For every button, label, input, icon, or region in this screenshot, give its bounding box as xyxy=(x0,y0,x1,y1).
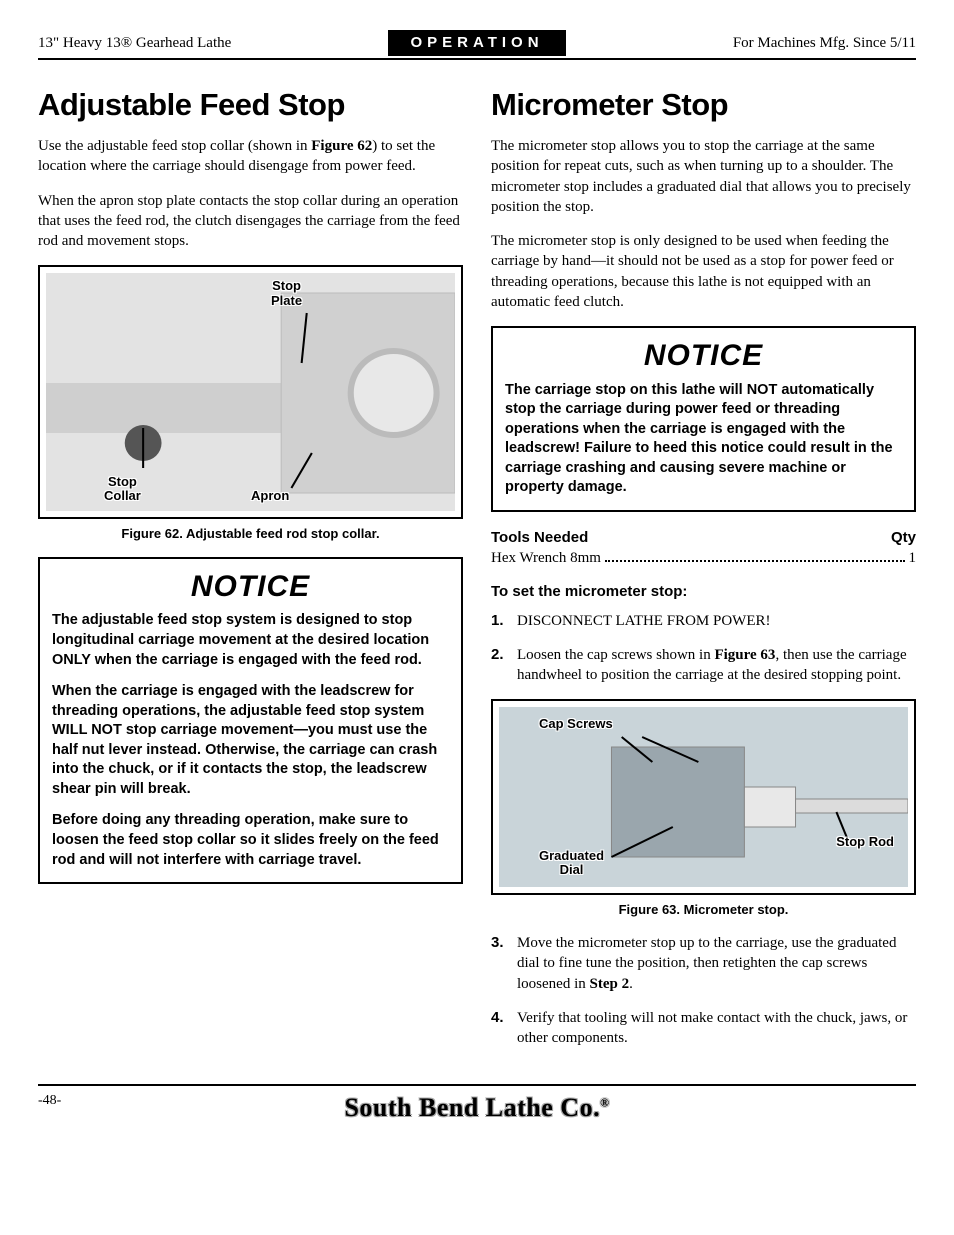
figure-62-image: StopPlate StopCollar Apron xyxy=(46,273,455,511)
tool-line-1: Hex Wrench 8mm 1 xyxy=(491,548,916,568)
callout-stop-plate: StopPlate xyxy=(271,279,302,308)
tools-qty-label: Qty xyxy=(891,528,916,548)
ms-notice-box: NOTICE The carriage stop on this lathe w… xyxy=(491,326,916,512)
step-2: 2. Loosen the cap screws shown in Figure… xyxy=(491,645,916,686)
step-4-text: Verify that tooling will not make contac… xyxy=(517,1008,916,1049)
step-1-num: 1. xyxy=(491,611,517,631)
procedure-heading: To set the micrometer stop: xyxy=(491,582,916,602)
ms-notice-title: NOTICE xyxy=(505,336,902,377)
afs-paragraph-2: When the apron stop plate contacts the s… xyxy=(38,191,463,252)
figure-63-box: Cap Screws GraduatedDial Stop Rod xyxy=(491,699,916,895)
afs-notice-p1: The adjustable feed stop system is desig… xyxy=(52,611,449,670)
micrometer-stop-title: Micrometer Stop xyxy=(491,84,916,126)
header-section-label: OPERATION xyxy=(388,30,565,56)
tool-dots xyxy=(605,560,905,562)
afs-notice-p2: When the carriage is engaged with the le… xyxy=(52,682,449,799)
step-3-stepref: Step 2 xyxy=(590,976,630,992)
header-right-text: For Machines Mfg. Since 5/11 xyxy=(566,33,916,53)
callout-stop-collar: StopCollar xyxy=(104,475,141,504)
step-1-text: DISCONNECT LATHE FROM POWER! xyxy=(517,611,916,631)
step-4: 4. Verify that tooling will not make con… xyxy=(491,1008,916,1049)
figure-62-caption: Figure 62. Adjustable feed rod stop coll… xyxy=(38,525,463,543)
afs-paragraph-1: Use the adjustable feed stop collar (sho… xyxy=(38,136,463,177)
afs-p1-figref: Figure 62 xyxy=(311,138,372,154)
figure-62-box: StopPlate StopCollar Apron xyxy=(38,265,463,519)
tools-needed-label: Tools Needed xyxy=(491,528,588,548)
step-3-text: Move the micrometer stop up to the carri… xyxy=(517,933,916,994)
afs-notice-body: The adjustable feed stop system is desig… xyxy=(52,611,449,870)
callout-apron: Apron xyxy=(251,489,289,503)
ms-notice-body: The carriage stop on this lathe will NOT… xyxy=(505,381,902,498)
tool-count: 1 xyxy=(909,548,917,568)
callout-cap-screws: Cap Screws xyxy=(539,717,613,731)
step-2-figref: Figure 63 xyxy=(714,647,775,663)
content-columns: Adjustable Feed Stop Use the adjustable … xyxy=(38,84,916,1062)
right-column: Micrometer Stop The micrometer stop allo… xyxy=(491,84,916,1062)
footer-brand-reg: ® xyxy=(600,1096,609,1110)
afs-notice-title: NOTICE xyxy=(52,567,449,608)
step-4-num: 4. xyxy=(491,1008,517,1028)
step-3-a: Move the micrometer stop up to the carri… xyxy=(517,935,896,992)
step-3-b: . xyxy=(629,976,633,992)
procedure-steps: 1. DISCONNECT LATHE FROM POWER! 2. Loose… xyxy=(491,611,916,686)
page-footer: -48- South Bend Lathe Co.® xyxy=(38,1084,916,1125)
header-left-text: 13" Heavy 13® Gearhead Lathe xyxy=(38,33,388,53)
callout-stop-rod: Stop Rod xyxy=(836,835,894,849)
step-3: 3. Move the micrometer stop up to the ca… xyxy=(491,933,916,994)
procedure-steps-cont: 3. Move the micrometer stop up to the ca… xyxy=(491,933,916,1048)
left-column: Adjustable Feed Stop Use the adjustable … xyxy=(38,84,463,1062)
page-header: 13" Heavy 13® Gearhead Lathe OPERATION F… xyxy=(38,30,916,60)
footer-brand: South Bend Lathe Co.® xyxy=(344,1093,609,1122)
afs-notice-box: NOTICE The adjustable feed stop system i… xyxy=(38,557,463,884)
step-1: 1. DISCONNECT LATHE FROM POWER! xyxy=(491,611,916,631)
step-2-text: Loosen the cap screws shown in Figure 63… xyxy=(517,645,916,686)
footer-brand-text: South Bend Lathe Co. xyxy=(344,1093,600,1122)
figure-63-caption: Figure 63. Micrometer stop. xyxy=(491,901,916,919)
afs-notice-p3: Before doing any threading operation, ma… xyxy=(52,811,449,870)
step-2-num: 2. xyxy=(491,645,517,665)
tools-header-row: Tools Needed Qty xyxy=(491,528,916,548)
step-2-a: Loosen the cap screws shown in xyxy=(517,647,714,663)
tool-name: Hex Wrench 8mm xyxy=(491,548,601,568)
ms-paragraph-1: The micrometer stop allows you to stop t… xyxy=(491,136,916,217)
ms-paragraph-2: The micrometer stop is only designed to … xyxy=(491,231,916,312)
afs-p1-a: Use the adjustable feed stop collar (sho… xyxy=(38,138,311,154)
ms-notice-p1: The carriage stop on this lathe will NOT… xyxy=(505,381,902,498)
figure-63-image: Cap Screws GraduatedDial Stop Rod xyxy=(499,707,908,887)
adjustable-feed-stop-title: Adjustable Feed Stop xyxy=(38,84,463,126)
step-3-num: 3. xyxy=(491,933,517,953)
callout-graduated-dial: GraduatedDial xyxy=(539,849,604,878)
page-number: -48- xyxy=(38,1092,61,1111)
